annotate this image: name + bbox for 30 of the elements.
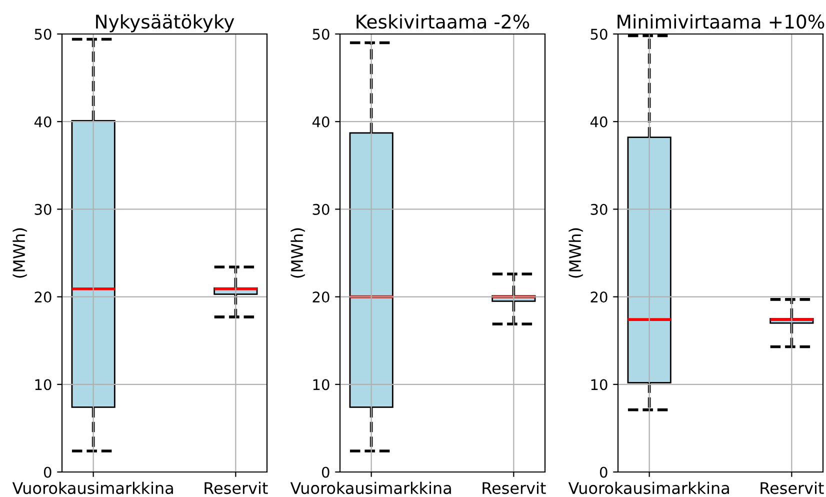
- y-tick-label: 10: [35, 379, 52, 390]
- y-tick-label: 50: [312, 28, 330, 40]
- y-tick-label: 0: [44, 466, 52, 478]
- y-axis-title: (MWh): [290, 228, 305, 278]
- y-tick-label: 30: [590, 204, 608, 215]
- chart-title: Minimivirtaama +10%: [618, 14, 824, 29]
- x-tick-label: Reservit: [760, 482, 824, 494]
- y-axis-title: (MWh): [12, 228, 27, 278]
- x-tick-label: Vuorokausimarkkina: [12, 482, 173, 494]
- y-tick-label: 40: [590, 116, 608, 128]
- y-tick-label: 50: [590, 28, 608, 40]
- y-tick-label: 0: [322, 466, 330, 478]
- y-tick-label: 10: [313, 379, 330, 390]
- y-tick-label: 20: [590, 292, 608, 303]
- y-tick-label: 30: [312, 204, 330, 215]
- chart-title: Keskivirtaama -2%: [356, 14, 530, 29]
- y-tick-label: 40: [34, 116, 52, 128]
- y-tick-label: 10: [591, 379, 608, 390]
- chart-title: Nykysäätökyky: [96, 14, 234, 32]
- x-tick-label: Reservit: [204, 482, 268, 494]
- x-tick-label: Vuorokausimarkkina: [568, 482, 729, 494]
- y-tick-label: 0: [600, 466, 608, 478]
- y-tick-label: 20: [312, 292, 330, 303]
- x-tick-label: Reservit: [482, 482, 546, 494]
- y-tick-label: 40: [312, 116, 330, 128]
- y-tick-label: 20: [34, 292, 52, 303]
- y-tick-label: 50: [34, 28, 52, 40]
- y-axis-title: (MWh): [568, 228, 583, 278]
- x-tick-label: Vuorokausimarkkina: [290, 482, 451, 494]
- y-tick-label: 30: [34, 204, 52, 215]
